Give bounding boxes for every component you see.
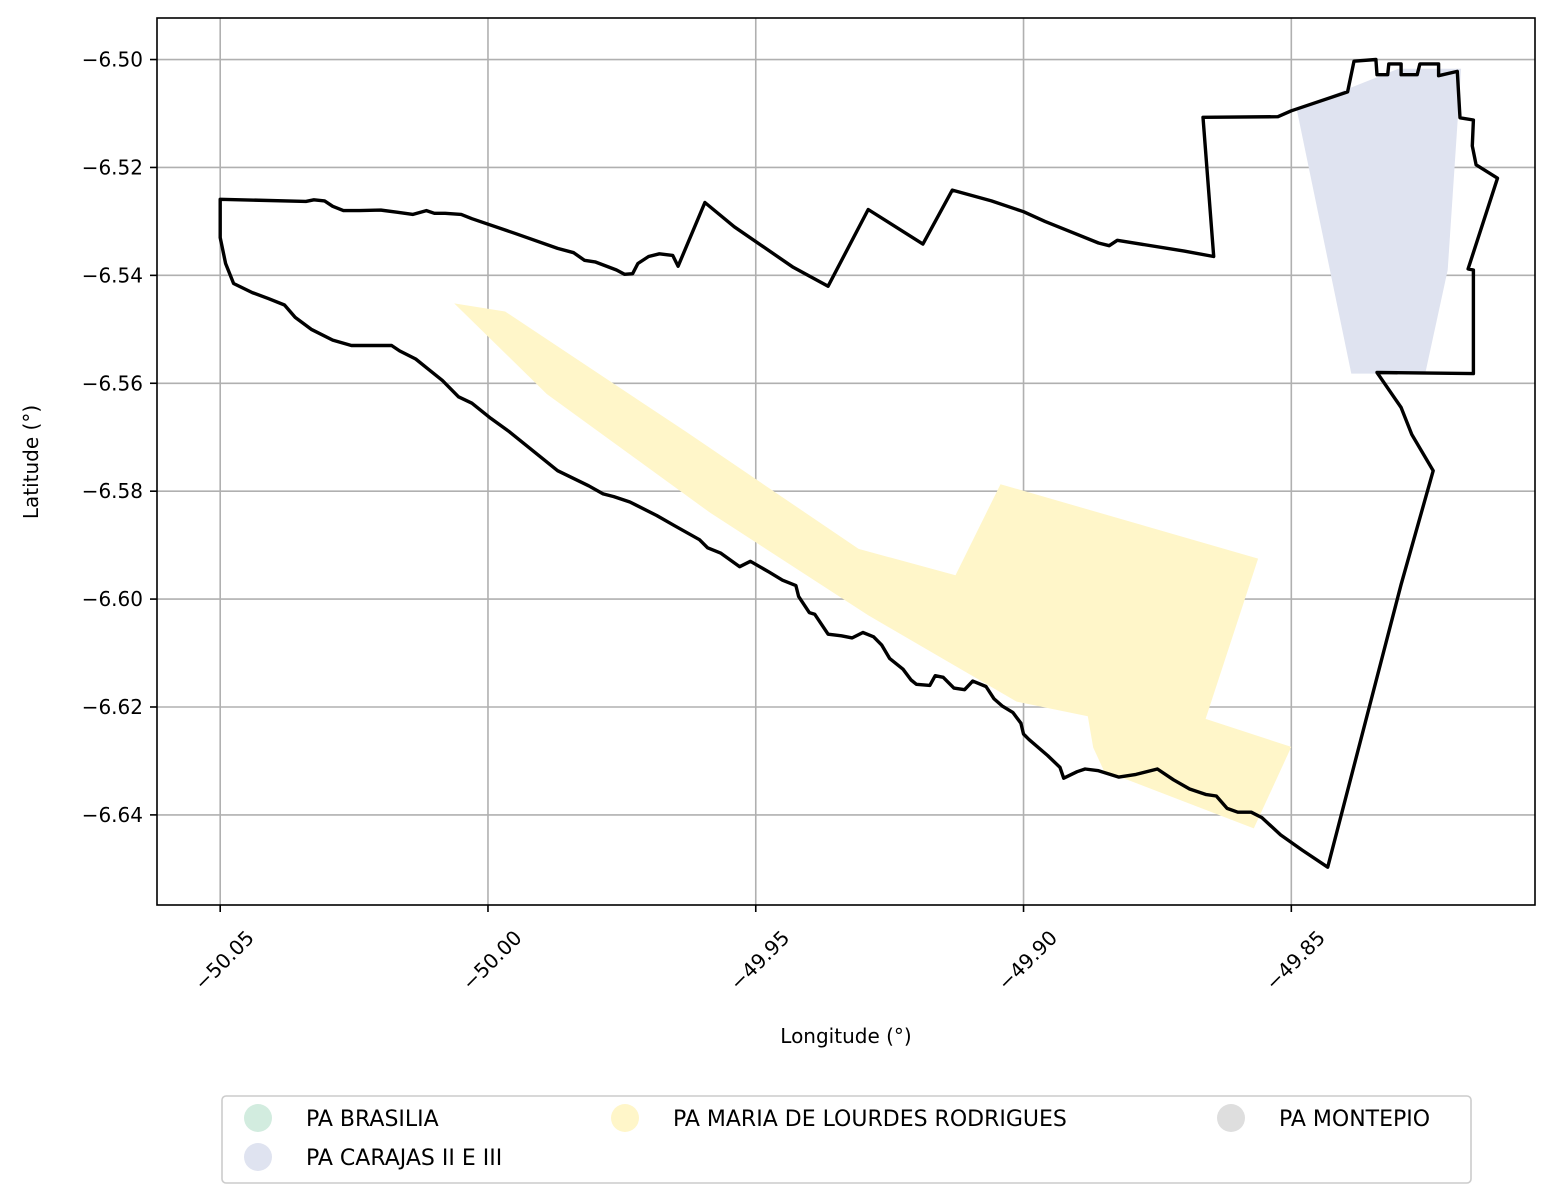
x-tick-label: −50.00 [457, 926, 526, 995]
legend-marker-pa-montepio [1217, 1104, 1245, 1132]
area-pa-maria-de-lourdes-rodrigues [454, 303, 1292, 829]
x-tick-label: −49.85 [1261, 926, 1330, 995]
legend: PA BRASILIA PA CARAJAS II E III PA MARIA D… [221, 1095, 1472, 1184]
y-tick-label: −6.58 [82, 479, 143, 503]
x-tick-label: −49.95 [725, 926, 794, 995]
legend-label-pa-carajas-ii-e-iii: PA CARAJAS II E III [306, 1146, 502, 1171]
y-tick-label: −6.64 [82, 803, 143, 827]
area-pa-carajas-ii-e-iii [1296, 68, 1462, 374]
boundary-layer [218, 57, 1500, 869]
x-axis-title: Longitude (°) [780, 1024, 911, 1048]
legend-label-pa-maria-de-lourdes-rodrigues: PA MARIA DE LOURDES RODRIGUES [673, 1107, 1067, 1132]
x-tick-label: −49.90 [993, 926, 1062, 995]
legend-label-pa-brasilia: PA BRASILIA [306, 1107, 439, 1132]
y-axis-title: Latitude (°) [19, 405, 43, 519]
y-tick-label: −6.50 [82, 48, 143, 72]
axis-ticks: −50.05 −50.00 −49.95 −49.90 −49.85 −6.50 −6.52… [82, 48, 1330, 995]
y-tick-label: −6.60 [82, 587, 143, 611]
area-fills [454, 68, 1462, 829]
y-tick-label: −6.56 [82, 371, 143, 395]
legend-marker-pa-maria-de-lourdes-rodrigues [611, 1104, 639, 1132]
legend-marker-pa-brasilia [244, 1104, 272, 1132]
y-tick-label: −6.62 [82, 695, 143, 719]
x-tick-label: −50.05 [189, 926, 258, 995]
grid-lines [157, 18, 1535, 905]
y-tick-label: −6.54 [82, 263, 143, 287]
legend-label-pa-montepio: PA MONTEPIO [1279, 1107, 1430, 1132]
legend-marker-pa-carajas-ii-e-iii [244, 1143, 272, 1171]
legend-frame [221, 1095, 1472, 1184]
y-tick-label: −6.52 [82, 155, 143, 179]
plot-frame [156, 17, 1536, 906]
boundary-outline [218, 57, 1500, 869]
